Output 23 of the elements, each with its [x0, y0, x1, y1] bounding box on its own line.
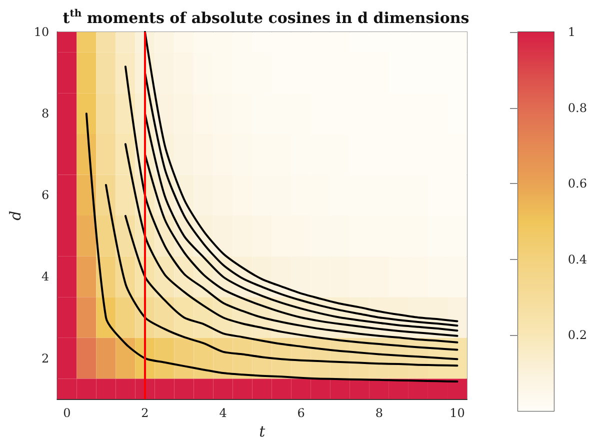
x-axis-title: t	[259, 422, 266, 440]
x-tick-label: 4	[219, 406, 228, 420]
y-tick-label: 6	[42, 188, 50, 202]
color-bar-label: 1	[568, 25, 576, 39]
x-tick-label: 8	[375, 406, 383, 420]
line-series	[144, 112, 458, 332]
y-tick-label: 4	[42, 270, 50, 284]
color-bar-label: 0.8	[568, 100, 588, 115]
y-axis-title: d	[6, 210, 24, 220]
x-tick-label: 10	[450, 406, 465, 420]
line-series	[104, 184, 458, 367]
x-tick-label: 2	[141, 406, 149, 420]
y-tick-label: 2	[42, 351, 50, 366]
x-tick-label: 6	[297, 406, 305, 420]
color-bar-label: 0.2	[568, 328, 588, 342]
color-bar-label: 0.4	[568, 252, 588, 266]
x-tick-label: 0	[63, 406, 71, 420]
color-bar-label: 0.6	[568, 176, 588, 191]
y-tick-label: 8	[42, 106, 50, 121]
line-series	[124, 214, 458, 360]
line-series	[144, 153, 458, 337]
y-tick-label: 10	[34, 25, 50, 39]
line-series	[124, 143, 458, 351]
